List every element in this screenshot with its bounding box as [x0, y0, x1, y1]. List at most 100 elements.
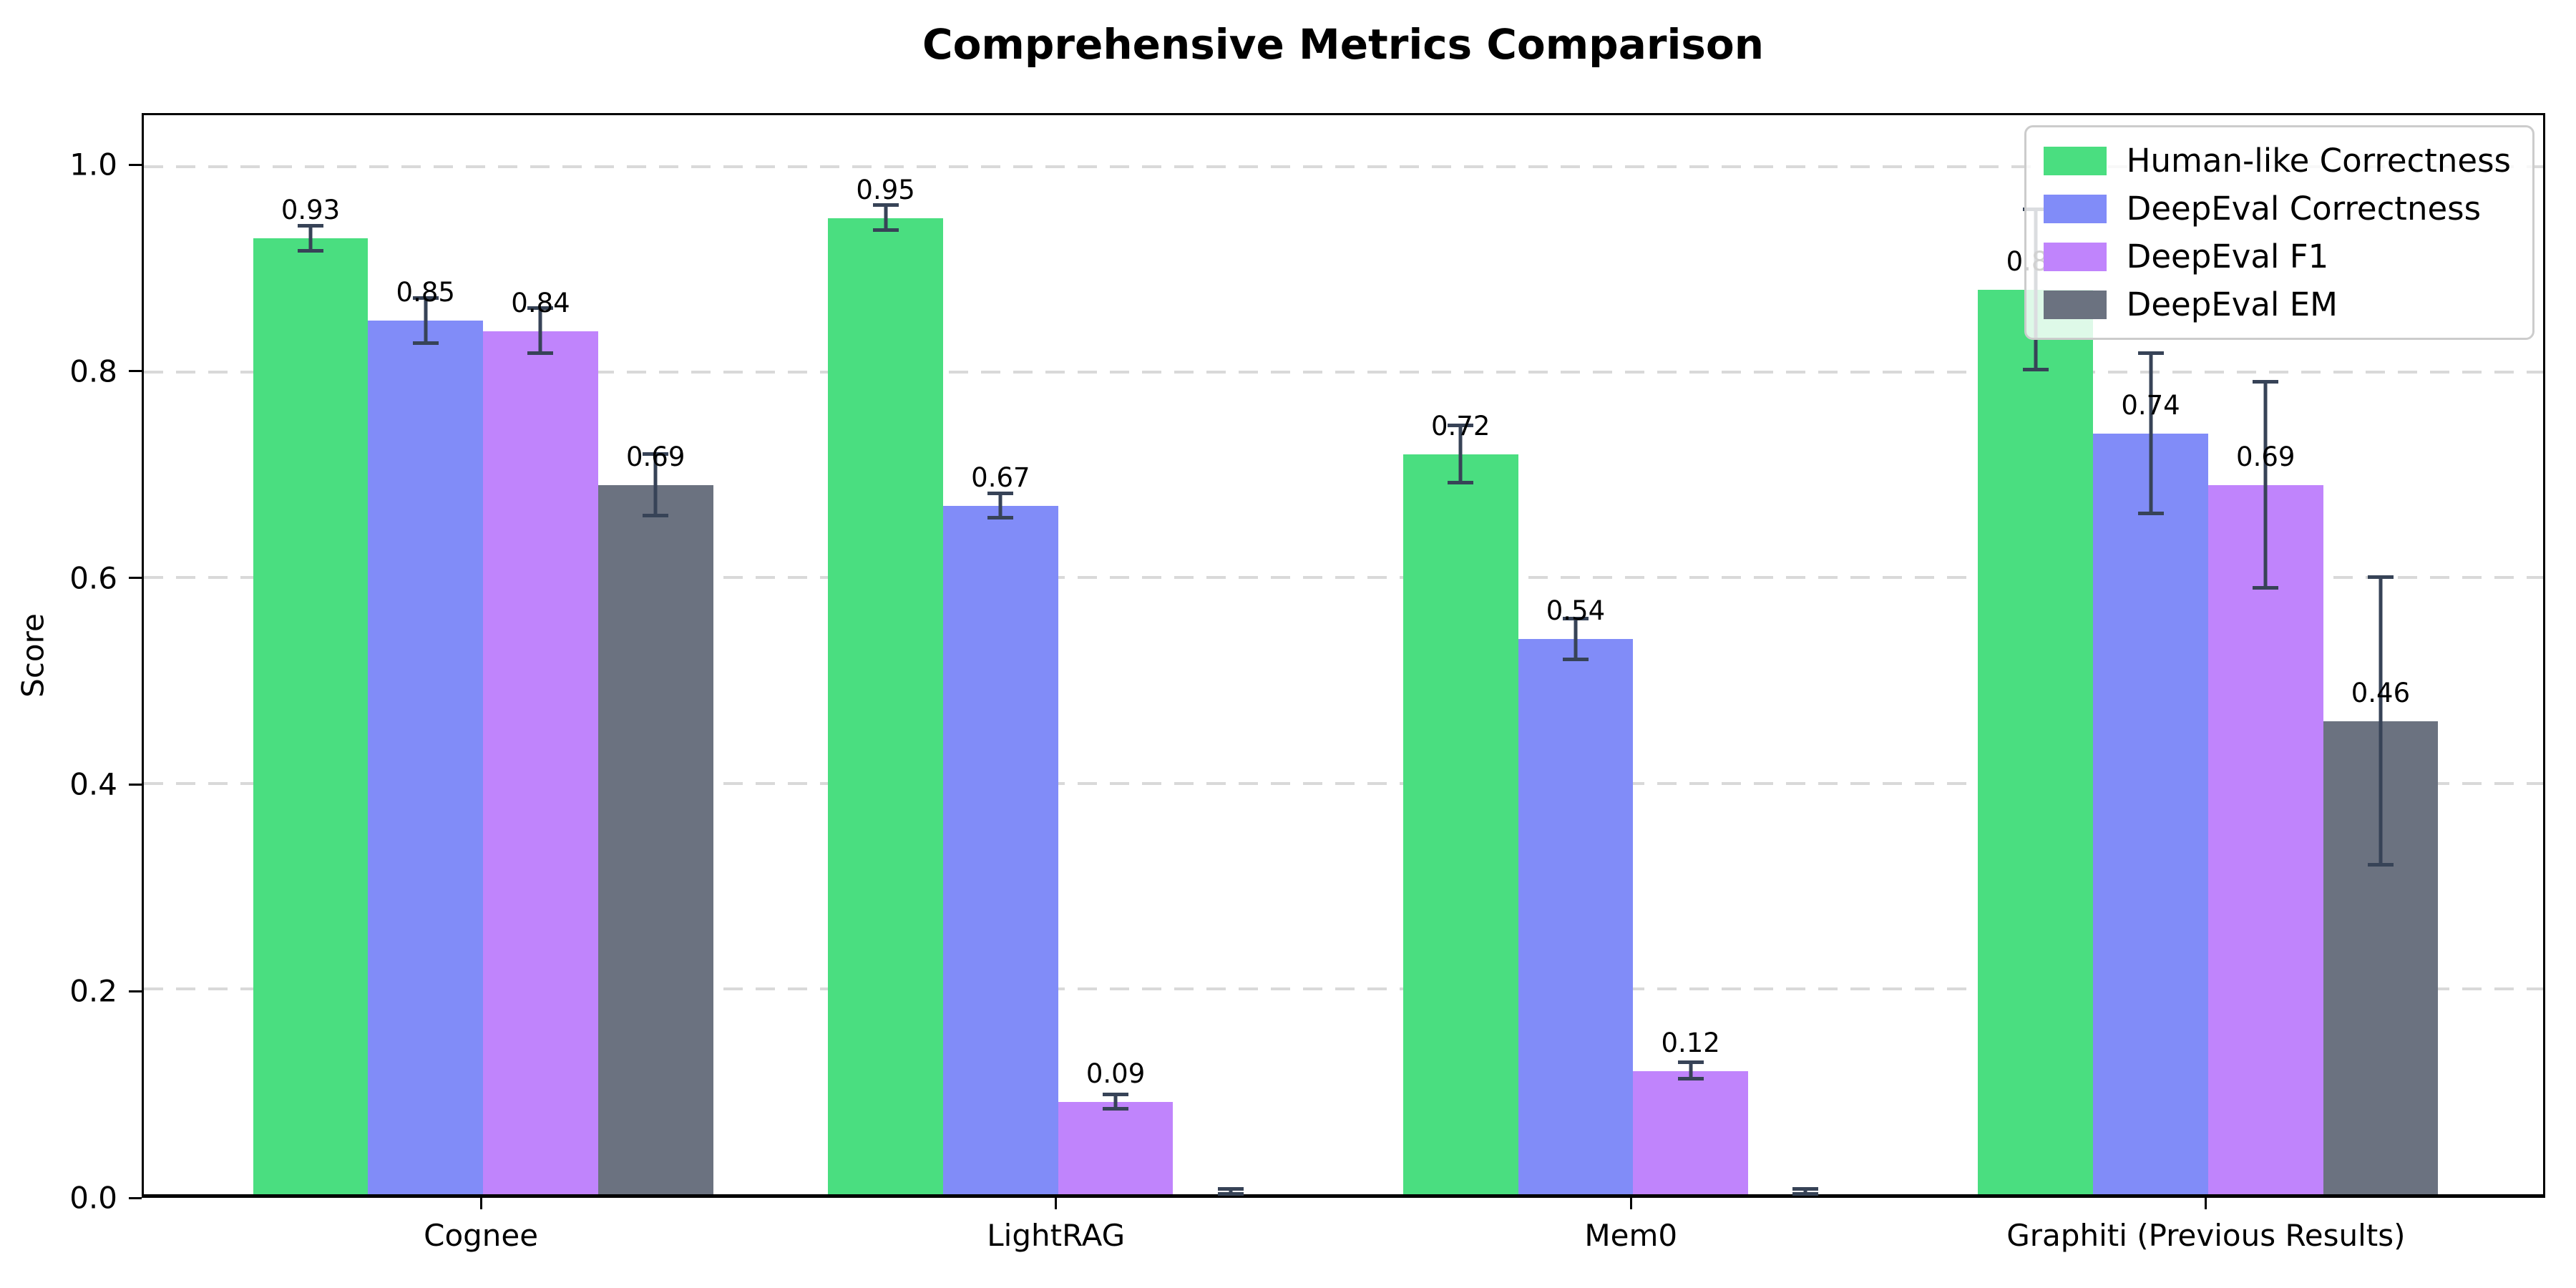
error-bar-cap — [1217, 1186, 1244, 1191]
y-tick-label: 0.0 — [69, 1180, 117, 1216]
x-tick-mark — [2205, 1198, 2207, 1209]
gridline — [144, 165, 2543, 168]
error-bar — [2149, 353, 2153, 514]
error-bar-cap — [298, 248, 324, 253]
y-tick-mark — [129, 163, 142, 166]
bar-value-label: 0.93 — [280, 195, 341, 226]
gridline — [144, 576, 2543, 580]
bar-deepeval-correctness-3 — [2093, 434, 2208, 1194]
legend-item: DeepEval Correctness — [2043, 190, 2511, 228]
error-bar-cap — [872, 203, 899, 208]
bar-deepeval-f1-2 — [1633, 1070, 1748, 1194]
bar-value-label: 0.72 — [1431, 410, 1491, 441]
y-tick-label: 0.6 — [69, 560, 117, 596]
x-tick-label-2: Mem0 — [1584, 1218, 1678, 1253]
error-bar — [424, 298, 428, 343]
y-tick-mark — [129, 783, 142, 786]
bar-deepeval-correctness-0 — [368, 321, 484, 1194]
y-tick-mark — [129, 577, 142, 580]
y-axis-label: Score — [15, 613, 51, 698]
bar-value-label: 0.09 — [1085, 1058, 1146, 1089]
gridline — [144, 781, 2543, 785]
bar-value-label: 0.67 — [971, 462, 1030, 493]
legend: Human-like Correctness DeepEval Correctne… — [2024, 125, 2534, 340]
x-tick-label-0: Cognee — [424, 1218, 539, 1253]
error-bar — [1803, 1189, 1807, 1194]
error-bar-cap — [2367, 863, 2394, 867]
legend-swatch — [2043, 194, 2107, 223]
x-tick-label-3: Graphiti (Previous Results) — [2006, 1218, 2406, 1253]
error-bar-cap — [527, 351, 554, 356]
legend-item-label: DeepEval EM — [2126, 286, 2338, 323]
error-bar-cap — [527, 306, 554, 311]
error-bar-cap — [1217, 1192, 1244, 1196]
plot-area: Human-like Correctness DeepEval Correctne… — [142, 113, 2545, 1198]
bar-deepeval-correctness-2 — [1518, 639, 1634, 1194]
error-bar-cap — [412, 296, 439, 300]
y-tick-label: 0.2 — [69, 973, 117, 1009]
error-bar — [1113, 1094, 1118, 1109]
error-bar — [884, 205, 888, 230]
error-bar — [538, 308, 542, 354]
error-bar-cap — [643, 452, 669, 456]
error-bar-cap — [1562, 616, 1589, 620]
bar-value-label: 0.95 — [856, 174, 915, 205]
x-tick-mark — [479, 1198, 482, 1209]
error-bar — [2379, 577, 2383, 866]
error-bar-cap — [1562, 658, 1589, 662]
error-bar-cap — [2137, 351, 2164, 356]
error-bar — [653, 454, 658, 517]
y-tick-label: 0.8 — [69, 353, 117, 389]
error-bar-cap — [1792, 1186, 1819, 1191]
error-bar-cap — [2367, 575, 2394, 580]
error-bar — [308, 226, 313, 251]
legend-item-label: DeepEval F1 — [2126, 238, 2329, 275]
error-bar — [1458, 425, 1463, 484]
legend-swatch — [2043, 242, 2107, 271]
error-bar-cap — [2253, 380, 2279, 384]
bar-value-label: 0.69 — [2236, 441, 2296, 473]
x-tick-mark — [1055, 1198, 1058, 1209]
y-tick-label: 0.4 — [69, 766, 117, 802]
x-tick-label-1: LightRAG — [987, 1218, 1126, 1253]
error-bar — [1574, 618, 1578, 660]
y-tick-label: 1.0 — [69, 147, 117, 182]
error-bar-cap — [987, 491, 1014, 495]
bar-deepeval-em-0 — [597, 485, 713, 1194]
legend-swatch — [2043, 146, 2107, 175]
bar-human-like-correctness-1 — [828, 218, 943, 1194]
error-bar-cap — [2253, 585, 2279, 590]
y-tick-mark — [129, 990, 142, 992]
bar-deepeval-f1-3 — [2207, 485, 2323, 1194]
legend-item: DeepEval F1 — [2043, 238, 2511, 275]
chart-title: Comprehensive Metrics Comparison — [922, 20, 1764, 69]
error-bar-cap — [298, 224, 324, 228]
y-tick-mark — [129, 1196, 142, 1199]
error-bar — [2263, 382, 2268, 588]
error-bar-cap — [1677, 1060, 1704, 1065]
error-bar-cap — [1792, 1192, 1819, 1196]
gridline — [144, 987, 2543, 990]
legend-item: DeepEval EM — [2043, 286, 2511, 323]
error-bar-cap — [1103, 1106, 1129, 1111]
bar-value-label: 0.54 — [1546, 595, 1606, 627]
bar-human-like-correctness-2 — [1402, 454, 1518, 1194]
bar-human-like-correctness-0 — [253, 238, 369, 1194]
bar-value-label: 0.46 — [2351, 678, 2411, 709]
bar-value-label: 0.74 — [2121, 390, 2180, 421]
legend-item-label: DeepEval Correctness — [2126, 190, 2482, 228]
bar-deepeval-f1-0 — [483, 331, 598, 1194]
error-bar-cap — [1448, 423, 1474, 427]
error-bar — [1229, 1189, 1233, 1194]
error-bar-cap — [872, 228, 899, 232]
legend-item-label: Human-like Correctness — [2126, 142, 2511, 180]
y-tick-mark — [129, 370, 142, 373]
bar-value-label: 0.69 — [625, 441, 686, 473]
bar-human-like-correctness-3 — [1978, 290, 2094, 1194]
bar-value-label: 0.84 — [511, 287, 570, 318]
x-tick-mark — [1629, 1198, 1632, 1209]
gridline — [144, 371, 2543, 374]
error-bar-cap — [1103, 1092, 1129, 1096]
error-bar-cap — [643, 514, 669, 518]
bar-deepeval-f1-1 — [1058, 1101, 1174, 1194]
